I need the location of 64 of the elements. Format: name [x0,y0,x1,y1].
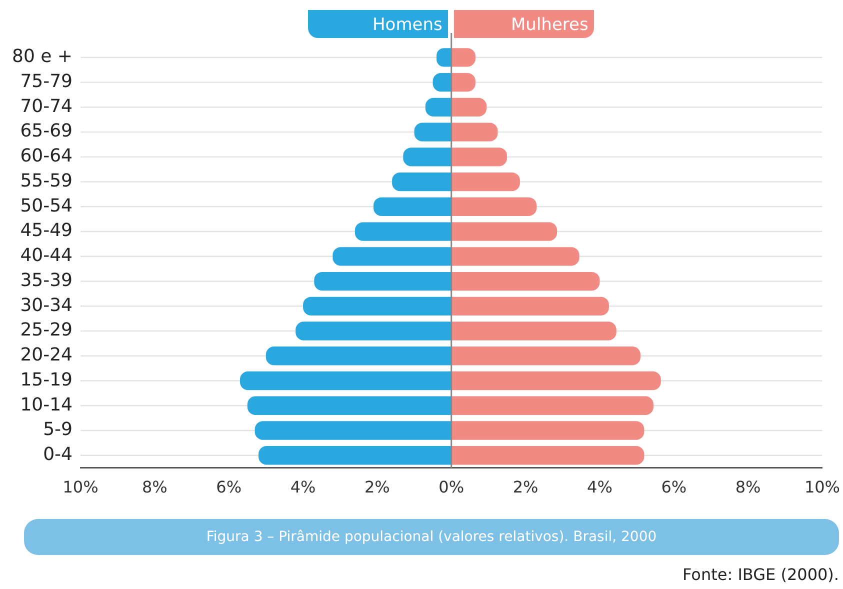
bar [451,296,609,316]
bar [266,346,452,366]
bar [414,122,452,142]
y-tick-label: 65-69 [20,120,73,142]
bar [451,98,487,117]
y-tick-label: 80 e + [12,46,73,68]
y-tick-label: 0-4 [43,444,73,466]
legend-tab: Mulheres [454,10,594,38]
bar [451,197,537,216]
x-tick-label: 8% [142,478,168,497]
y-tick-label: 5-9 [43,419,73,440]
bar [451,48,476,67]
y-tick-label: 10-14 [20,394,73,416]
bar [451,346,640,366]
bar [451,446,644,465]
x-tick-label: 4% [587,478,612,497]
bar [314,272,452,291]
bar [451,247,580,266]
bar [354,222,452,241]
bar [451,222,558,241]
y-tick-label: 55-59 [20,170,73,192]
bar [451,421,644,440]
bar [392,172,452,192]
bar [254,421,452,440]
bar [425,98,452,117]
bar [296,322,452,340]
source-note: Fonte: IBGE (2000). [682,565,839,584]
y-tick-label: 70-74 [20,96,73,117]
text: Figura 3 – Pirâmide populacional (valores relativos). Brasil, 2000 [24,519,839,555]
x-tick-label: 2% [512,478,538,497]
x-tick-label: 2% [364,478,390,497]
legend-tab: Homens [308,10,448,38]
bar [451,371,661,390]
bar [332,247,452,266]
bar [451,148,507,166]
y-tick-label: 30-34 [20,294,73,316]
bar [403,148,452,166]
y-tick-label: 25-29 [20,320,73,341]
x-tick-label: 8% [735,478,761,497]
y-tick-label: 60-64 [20,146,73,167]
y-tick-label: 45-49 [20,220,73,242]
y-tick-label: 75-79 [20,70,73,92]
bar [373,197,452,216]
bar [451,396,654,415]
bar [240,371,452,390]
bar [451,272,600,291]
bar [247,396,452,415]
bar [451,172,520,192]
x-tick-label: 10% [804,478,840,497]
bar [258,446,452,465]
y-tick-label: 15-19 [20,369,73,390]
bar [451,122,498,142]
bar [451,72,476,92]
y-tick-label: 50-54 [20,195,73,216]
y-tick-label: 40-44 [20,245,73,266]
x-tick-label: 6% [661,478,687,497]
x-tick-label: 0% [438,478,464,497]
x-tick-label: 10% [62,478,98,497]
y-tick-label: 20-24 [20,344,73,366]
x-tick-label: 6% [216,478,242,497]
x-tick-label: 4% [290,478,316,497]
bar [303,296,452,316]
y-tick-label: 35-39 [20,270,73,291]
bar [451,322,616,340]
